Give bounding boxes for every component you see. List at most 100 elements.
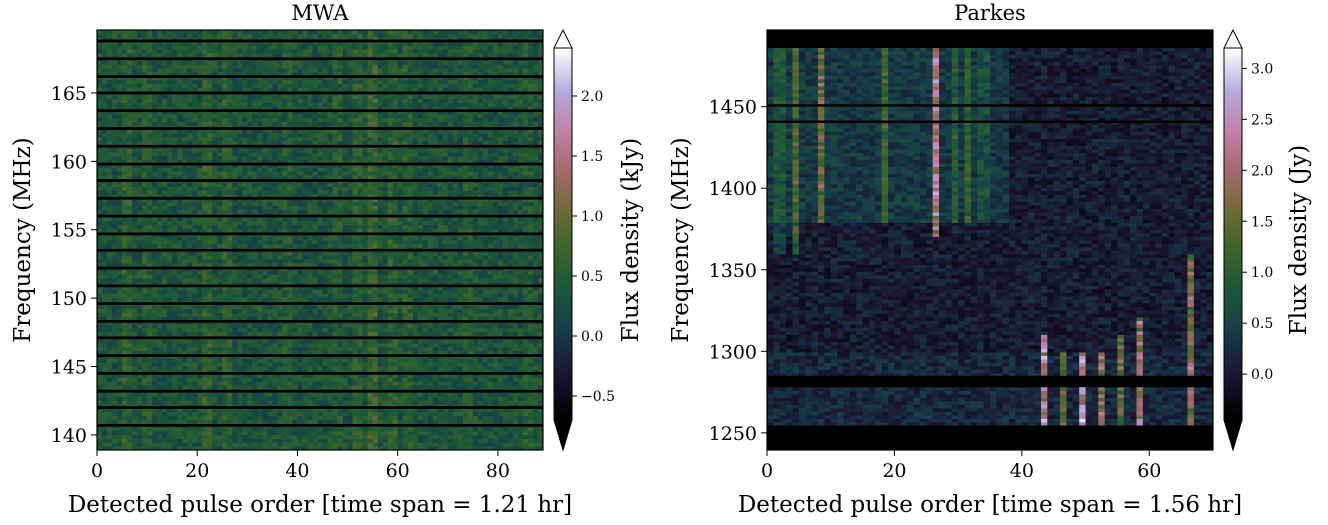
heatmap-cell: [107, 198, 113, 203]
heatmap-cell: [302, 49, 308, 54]
heatmap-cell: [217, 64, 223, 69]
heatmap-cell: [262, 255, 268, 260]
heatmap-cell: [252, 106, 258, 111]
heatmap-cell: [232, 415, 238, 420]
heatmap-cell: [127, 33, 133, 39]
heatmap-cell: [307, 297, 313, 302]
heatmap-cell: [117, 358, 123, 363]
heatmap-cell: [262, 167, 268, 172]
heatmap-cell: [102, 377, 108, 382]
heatmap-cell: [117, 148, 123, 153]
heatmap-cell: [307, 194, 313, 199]
heatmap-cell: [287, 110, 293, 115]
heatmap-cell: [102, 373, 108, 378]
heatmap-cell: [162, 224, 168, 229]
heatmap-cell: [302, 297, 308, 302]
heatmap-cell: [317, 106, 323, 111]
heatmap-cell: [242, 411, 248, 417]
heatmap-cell: [232, 133, 238, 138]
heatmap-cell: [257, 201, 263, 207]
heatmap-cell: [317, 41, 323, 46]
heatmap-cell: [182, 304, 188, 310]
heatmap-cell: [252, 331, 258, 336]
heatmap-cell: [157, 68, 163, 73]
heatmap-cell: [282, 79, 288, 84]
heatmap-cell: [152, 220, 158, 226]
heatmap-cell: [297, 243, 303, 249]
heatmap-cell: [262, 140, 268, 145]
heatmap-cell: [192, 33, 198, 39]
heatmap-cell: [142, 369, 148, 375]
heatmap-cell: [222, 327, 228, 333]
heatmap-cell: [222, 186, 228, 191]
heatmap-cell: [172, 182, 178, 187]
heatmap-cell: [267, 255, 273, 260]
heatmap-cell: [302, 94, 308, 100]
heatmap-cell: [217, 285, 223, 291]
heatmap-cell: [182, 251, 188, 256]
heatmap-cell: [162, 190, 168, 195]
heatmap-cell: [137, 175, 143, 180]
heatmap-cell: [182, 438, 188, 443]
heatmap-cell: [157, 133, 163, 138]
heatmap-cell: [192, 41, 198, 46]
heatmap-cell: [137, 392, 143, 397]
heatmap-cell: [307, 159, 313, 165]
heatmap-cell: [97, 396, 103, 401]
heatmap-cell: [292, 106, 298, 111]
heatmap-cell: [267, 400, 273, 405]
heatmap-cell: [162, 419, 168, 424]
heatmap-cell: [152, 430, 158, 436]
heatmap-cell: [217, 110, 223, 115]
heatmap-cell: [162, 270, 168, 275]
heatmap-cell: [152, 243, 158, 249]
heatmap-cell: [202, 366, 208, 371]
heatmap-cell: [317, 278, 323, 283]
heatmap-cell: [292, 289, 298, 294]
heatmap-cell: [262, 430, 268, 436]
heatmap-cell: [142, 434, 148, 439]
heatmap-cell: [132, 45, 138, 50]
heatmap-cell: [302, 343, 308, 348]
heatmap-cell: [157, 121, 163, 126]
heatmap-cell: [297, 377, 303, 382]
heatmap-cell: [112, 72, 118, 77]
heatmap-cell: [302, 68, 308, 73]
heatmap-cell: [122, 304, 128, 310]
heatmap-cell: [302, 106, 308, 111]
heatmap-cell: [242, 49, 248, 54]
heatmap-cell: [212, 159, 218, 165]
heatmap-cell: [122, 385, 128, 390]
heatmap-cell: [277, 236, 283, 241]
heatmap-cell: [237, 217, 243, 222]
heatmap-cell: [222, 312, 228, 317]
heatmap-cell: [237, 83, 243, 88]
heatmap-cell: [272, 316, 278, 321]
heatmap-cell: [97, 243, 103, 249]
heatmap-cell: [197, 209, 203, 214]
heatmap-cell: [307, 434, 313, 439]
heatmap-cell: [317, 94, 323, 100]
heatmap-cell: [247, 392, 253, 397]
heatmap-cell: [227, 140, 233, 145]
heatmap-cell: [157, 438, 163, 443]
heatmap-cell: [297, 434, 303, 439]
heatmap-cell: [257, 262, 263, 268]
heatmap-cell: [287, 304, 293, 310]
heatmap-cell: [197, 163, 203, 168]
heatmap-cell: [292, 75, 298, 81]
heatmap-cell: [212, 140, 218, 145]
heatmap-cell: [267, 243, 273, 249]
heatmap-cell: [142, 30, 148, 35]
heatmap-cell: [132, 400, 138, 405]
heatmap-cell: [182, 259, 188, 264]
heatmap-cell: [247, 41, 253, 46]
heatmap-cell: [252, 419, 258, 424]
heatmap-cell: [307, 205, 313, 210]
heatmap-cell: [177, 304, 183, 310]
heatmap-cell: [162, 278, 168, 283]
heatmap-cell: [167, 262, 173, 268]
heatmap-cell: [127, 129, 133, 134]
heatmap-cell: [217, 385, 223, 390]
heatmap-cell: [227, 243, 233, 249]
